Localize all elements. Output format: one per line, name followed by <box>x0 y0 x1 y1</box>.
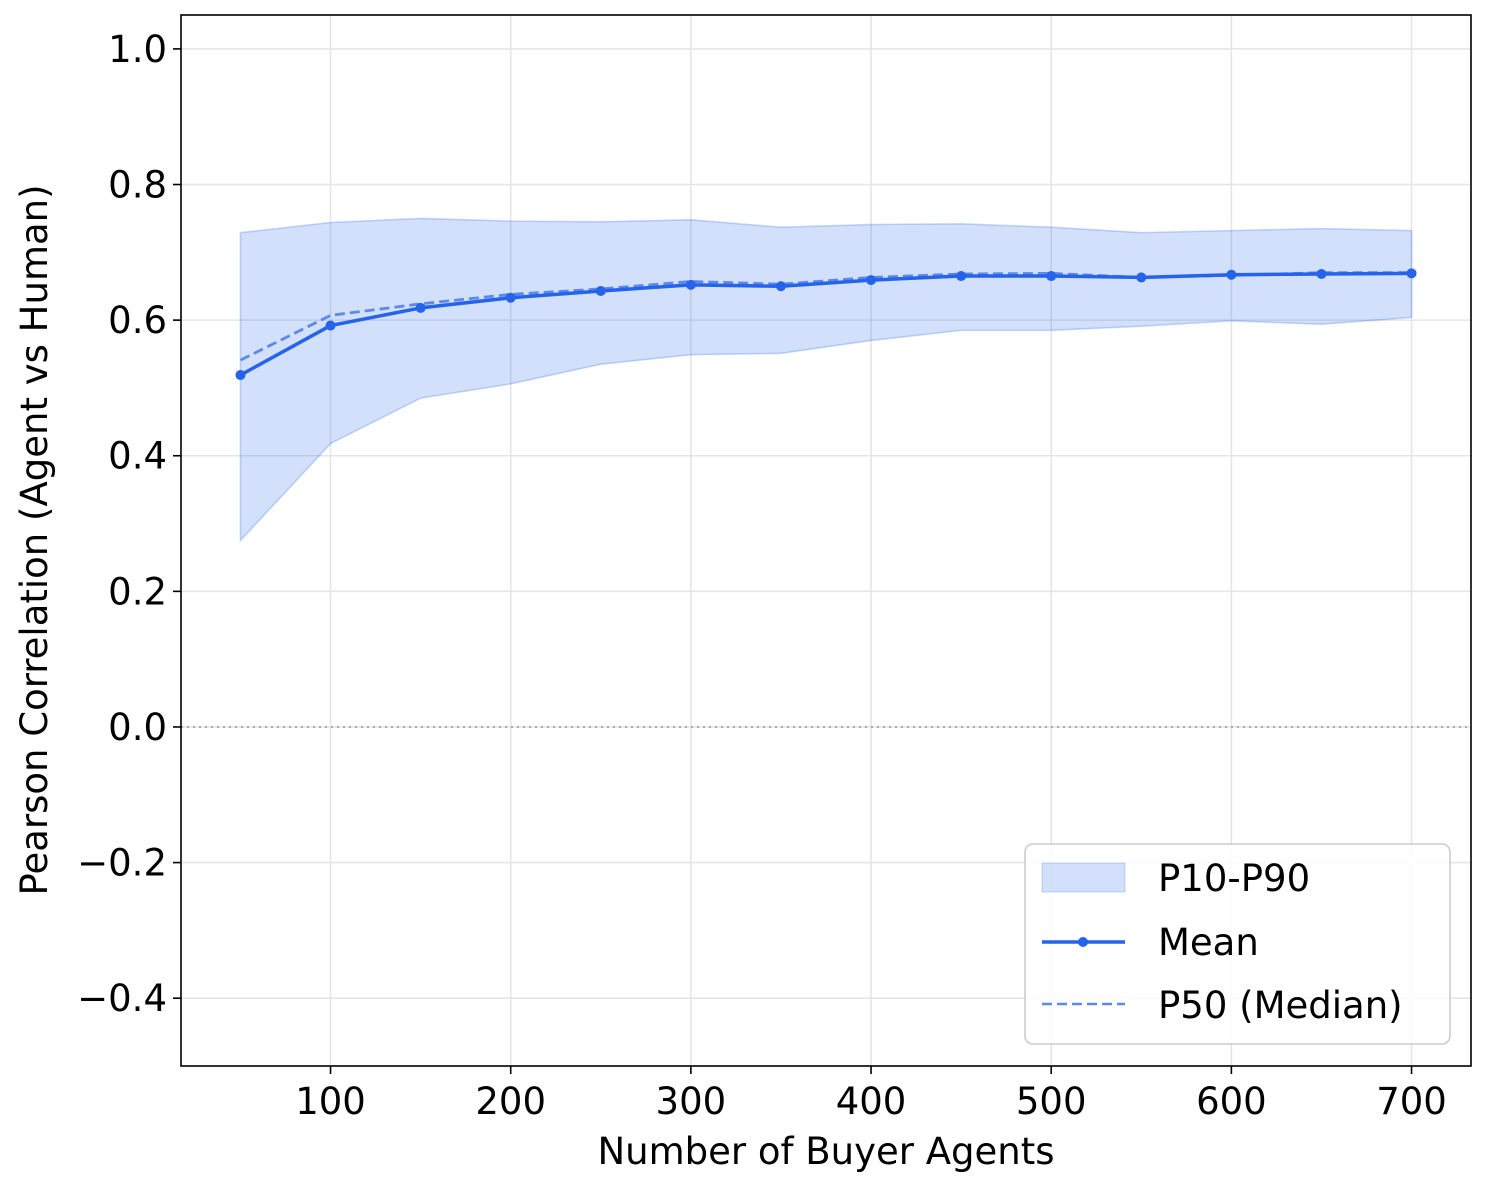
p10-p90-band <box>239 217 1413 543</box>
y-tick-label: 0.0 <box>108 706 167 749</box>
y-axis-ticks: −0.4 −0.2 0.0 0.2 0.4 0.6 0.8 1.0 <box>77 28 181 1020</box>
mean-point <box>1226 269 1237 280</box>
mean-point <box>866 275 877 286</box>
x-axis-ticks: 100 200 300 400 500 600 700 <box>295 1066 1447 1123</box>
y-tick-label: −0.2 <box>77 842 167 885</box>
y-tick-label: −0.4 <box>77 977 167 1020</box>
mean-point <box>235 370 246 381</box>
mean-point <box>505 292 516 303</box>
y-tick-label: 0.8 <box>108 164 167 207</box>
legend-label-median: P50 (Median) <box>1158 984 1403 1027</box>
y-tick-label: 0.6 <box>108 299 167 342</box>
x-tick-label: 500 <box>1016 1080 1087 1123</box>
x-tick-label: 700 <box>1376 1080 1447 1123</box>
mean-point <box>956 271 967 282</box>
mean-point <box>415 302 426 313</box>
legend: P10-P90 Mean P50 (Median) <box>1024 843 1451 1045</box>
plot-frame <box>180 14 1472 1067</box>
lines-layer <box>235 268 1417 381</box>
y-tick-label: 0.2 <box>108 570 167 613</box>
x-tick-label: 400 <box>836 1080 907 1123</box>
mean-point <box>775 281 786 292</box>
x-tick-label: 600 <box>1196 1080 1267 1123</box>
mean-point <box>1316 269 1327 280</box>
mean-point <box>595 285 606 296</box>
mean-point <box>685 279 696 290</box>
legend-box <box>1024 843 1451 1045</box>
legend-swatch-band <box>1041 862 1126 893</box>
band-layer <box>239 217 1413 543</box>
mean-point <box>1136 272 1147 283</box>
legend-label-mean: Mean <box>1158 921 1259 964</box>
x-axis-title: Number of Buyer Agents <box>597 1130 1054 1173</box>
x-tick-label: 300 <box>656 1080 727 1123</box>
legend-label-band: P10-P90 <box>1158 857 1310 900</box>
mean-point <box>1406 268 1417 279</box>
y-axis-title: Pearson Correlation (Agent vs Human) <box>13 184 56 895</box>
legend-marker-mean <box>1078 937 1088 947</box>
y-tick-label: 1.0 <box>108 28 167 71</box>
x-tick-label: 200 <box>475 1080 546 1123</box>
mean-point <box>325 320 336 331</box>
mean-point <box>1046 271 1057 282</box>
mean-line <box>239 271 1412 377</box>
y-tick-label: 0.4 <box>108 435 167 478</box>
x-tick-label: 100 <box>295 1080 366 1123</box>
